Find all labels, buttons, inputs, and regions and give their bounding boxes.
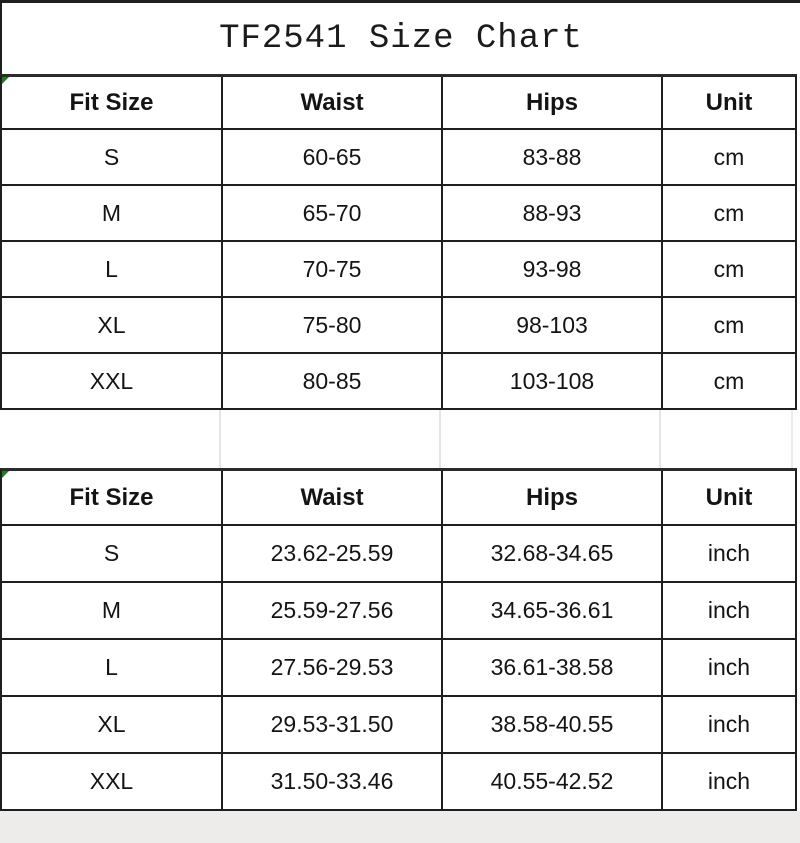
table-cell: cm	[661, 130, 795, 184]
table-cell: 103-108	[441, 354, 661, 408]
table-cell: 36.61-38.58	[441, 640, 661, 695]
gap-gridline	[441, 410, 661, 468]
table-cell: cm	[661, 354, 795, 408]
table-cell: XL	[97, 711, 126, 737]
table-row: XL 29.53-31.50 38.58-40.55 inch	[2, 695, 795, 752]
table-cell: 23.62-25.59	[221, 526, 441, 581]
page-title: TF2541 Size Chart	[219, 19, 583, 58]
table-cell: inch	[661, 526, 795, 581]
corner-marker-icon	[2, 471, 9, 478]
table-cell: 88-93	[441, 186, 661, 240]
header-cell: Unit	[661, 77, 795, 128]
table-cell: inch	[661, 640, 795, 695]
table-cell: cm	[661, 242, 795, 296]
table-row: S 60-65 83-88 cm	[2, 128, 795, 184]
table-row: M 65-70 88-93 cm	[2, 184, 795, 240]
table-cell: L	[105, 654, 118, 680]
table-cell: cm	[661, 186, 795, 240]
table-cell: S	[103, 540, 120, 566]
table-cell: XXL	[89, 768, 134, 794]
table-row: L 27.56-29.53 36.61-38.58 inch	[2, 638, 795, 695]
table-row: M 25.59-27.56 34.65-36.61 inch	[2, 581, 795, 638]
table-cell: 60-65	[221, 130, 441, 184]
table-row: XXL 80-85 103-108 cm	[2, 352, 795, 408]
table-cell: 38.58-40.55	[441, 697, 661, 752]
table-row: S 23.62-25.59 32.68-34.65 inch	[2, 524, 795, 581]
header-cell: Fit Size	[69, 483, 154, 511]
table-row: XL 75-80 98-103 cm	[2, 296, 795, 352]
table-cell: 27.56-29.53	[221, 640, 441, 695]
gap-region	[0, 410, 800, 468]
table-cell: M	[101, 199, 122, 226]
table-cell: 75-80	[221, 298, 441, 352]
table-cell: 40.55-42.52	[441, 754, 661, 809]
header-cell: Fit Size	[69, 88, 154, 116]
gap-gridline	[661, 410, 793, 468]
gap-gridline	[793, 410, 800, 468]
table-cell: S	[103, 143, 120, 170]
table-cell: 31.50-33.46	[221, 754, 441, 809]
table-cell: L	[105, 255, 118, 282]
gap-gridline	[221, 410, 441, 468]
table-cell: inch	[661, 754, 795, 809]
size-table-inch: Fit Size Waist Hips Unit S 23.62-25.59 32.68-…	[0, 468, 797, 811]
header-cell: Hips	[441, 471, 661, 524]
table-cell: M	[101, 597, 122, 623]
size-table-cm: Fit Size Waist Hips Unit S 60-65 83-88 cm M 65-7…	[0, 74, 797, 410]
table-cell: 83-88	[441, 130, 661, 184]
table-cell: 70-75	[221, 242, 441, 296]
title-band: TF2541 Size Chart	[0, 3, 800, 74]
table-cell: inch	[661, 583, 795, 638]
header-cell: Hips	[441, 77, 661, 128]
table-cell: 32.68-34.65	[441, 526, 661, 581]
table-cell: 98-103	[441, 298, 661, 352]
table-cell: XL	[97, 311, 126, 338]
header-cell: Waist	[221, 471, 441, 524]
table-header-row: Fit Size Waist Hips Unit	[2, 77, 795, 128]
bottom-strip	[0, 811, 800, 843]
table-cell: inch	[661, 697, 795, 752]
table-row: XXL 31.50-33.46 40.55-42.52 inch	[2, 752, 795, 809]
table-cell: 34.65-36.61	[441, 583, 661, 638]
table-cell: 25.59-27.56	[221, 583, 441, 638]
table-cell: 29.53-31.50	[221, 697, 441, 752]
table-cell: 93-98	[441, 242, 661, 296]
table-cell: XXL	[89, 367, 134, 394]
table-cell: 80-85	[221, 354, 441, 408]
table-cell: 65-70	[221, 186, 441, 240]
header-cell: Unit	[661, 471, 795, 524]
table-header-row: Fit Size Waist Hips Unit	[2, 471, 795, 524]
corner-marker-icon	[2, 77, 9, 84]
table-row: L 70-75 93-98 cm	[2, 240, 795, 296]
header-cell: Waist	[221, 77, 441, 128]
gap-gridline	[0, 410, 221, 468]
table-cell: cm	[661, 298, 795, 352]
